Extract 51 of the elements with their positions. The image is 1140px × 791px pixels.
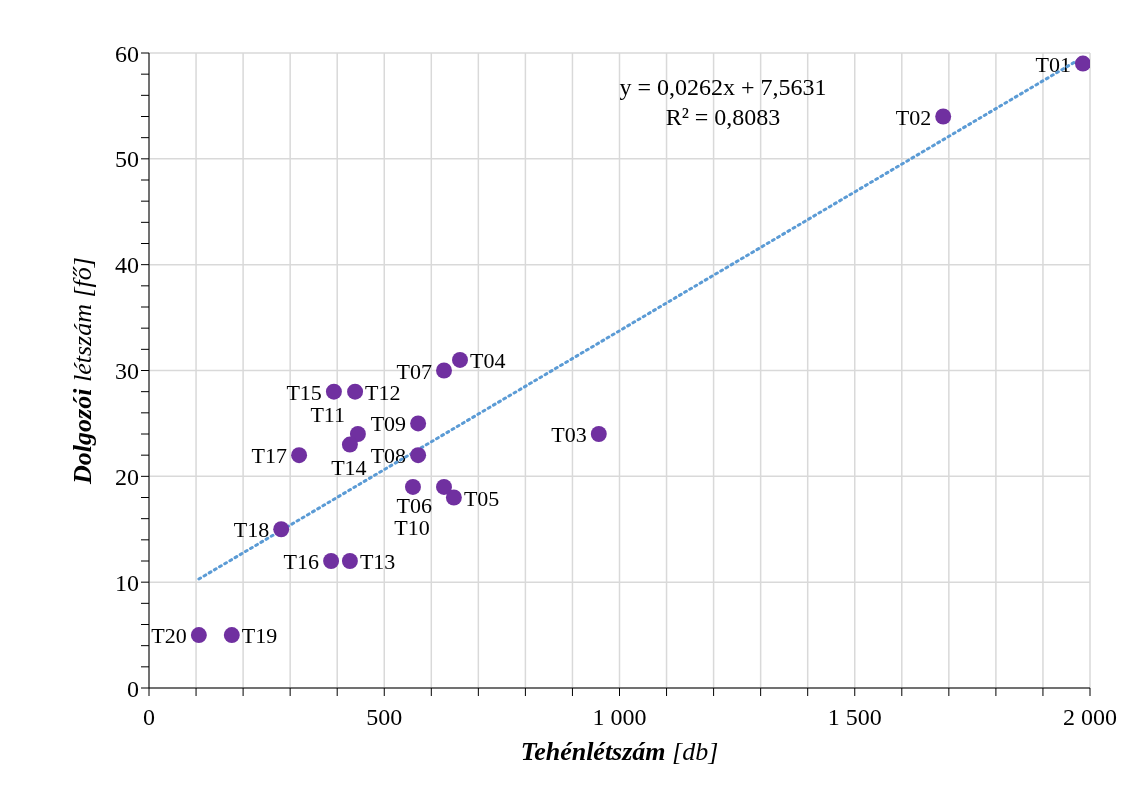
annotation: T05 [463, 485, 500, 511]
annotation: T04 [470, 347, 506, 373]
y-tick-label: 50 [115, 146, 139, 173]
annotation: T16 [283, 549, 320, 574]
x-tick-label: 2 000 [1063, 704, 1117, 731]
annotation: T17 [251, 443, 288, 469]
point [190, 627, 207, 644]
annotation: T11 [310, 402, 346, 427]
point [323, 553, 340, 569]
annotation: T03 [551, 422, 587, 447]
annotation: T13 [359, 549, 396, 574]
y-tick-label: 40 [115, 252, 139, 279]
annotation: T18 [233, 517, 270, 543]
annotation: T01 [1035, 51, 1071, 77]
point [410, 447, 427, 464]
x-tick-label: 500 [366, 704, 403, 731]
annotation: T02 [895, 104, 932, 130]
x-tick-label: 1 500 [827, 704, 882, 731]
point [436, 478, 452, 495]
annotation: T20 [151, 623, 187, 649]
point [935, 108, 952, 125]
y-tick-label: 10 [115, 569, 139, 596]
point [347, 383, 364, 400]
annotation: y = 0,0262x + 7,5631 [619, 74, 827, 101]
point [410, 415, 427, 432]
point [273, 521, 290, 538]
y-tick-label: 30 [115, 358, 139, 385]
annotation: T14 [331, 454, 367, 480]
y-axis-title: Dolgozói létszám [fő] [68, 257, 97, 485]
point [404, 478, 421, 495]
point [349, 426, 366, 442]
annotation: R² = 0,8083 [665, 104, 781, 131]
point [436, 362, 452, 379]
annotation: T19 [241, 623, 278, 649]
point [590, 426, 607, 442]
annotation: T09 [370, 411, 407, 437]
point [1074, 55, 1090, 72]
x-axis-title: Tehénlétszám [db] [520, 737, 719, 766]
y-tick-label: 20 [115, 463, 139, 490]
x-tick-label: 1 000 [592, 704, 647, 731]
point [341, 553, 358, 569]
annotation: T08 [370, 443, 407, 469]
point [223, 627, 240, 644]
point [291, 447, 308, 464]
point [445, 489, 462, 506]
y-tick-label: 0 [127, 675, 139, 702]
point [452, 351, 468, 368]
annotation: T15 [286, 379, 322, 405]
point [325, 383, 342, 400]
y-tick-label: 60 [115, 40, 139, 67]
point [341, 436, 358, 453]
